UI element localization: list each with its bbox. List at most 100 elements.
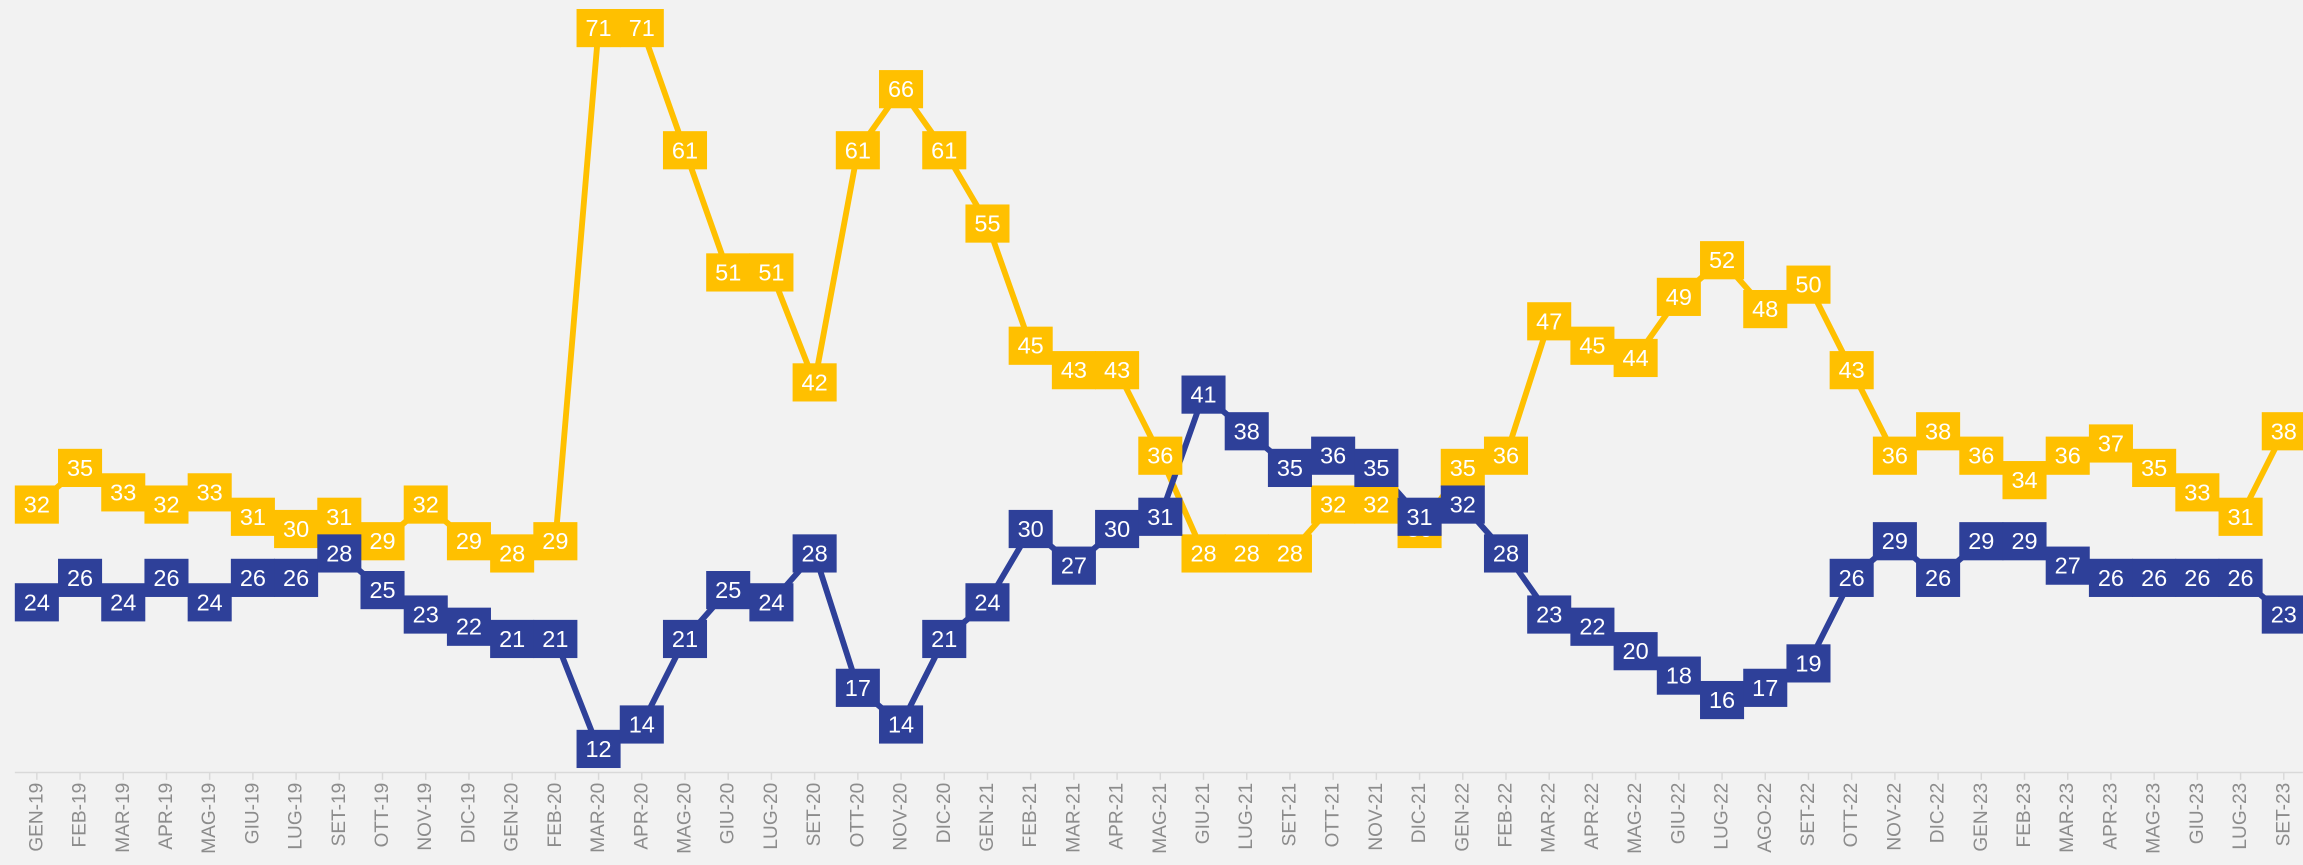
x-tick-label: DIC-22 bbox=[1928, 783, 1949, 843]
point-marker bbox=[1051, 546, 1096, 585]
x-tick-label: SET-23 bbox=[2273, 783, 2294, 847]
data-label: 28 bbox=[1190, 540, 1216, 566]
data-label: 35 bbox=[1363, 455, 1389, 481]
x-tick-label: LUG-23 bbox=[2230, 783, 2251, 850]
point-marker bbox=[662, 131, 708, 170]
data-label: 24 bbox=[974, 589, 1000, 615]
point-marker bbox=[2261, 595, 2303, 634]
point-marker bbox=[144, 485, 189, 524]
x-tick-label: NOV-22 bbox=[1884, 783, 1905, 851]
data-label: 33 bbox=[110, 479, 136, 505]
point-marker bbox=[2088, 558, 2133, 597]
point-marker bbox=[490, 534, 535, 573]
data-label: 12 bbox=[586, 736, 612, 762]
data-label: 24 bbox=[110, 589, 136, 615]
data-label: 31 bbox=[2228, 504, 2254, 530]
data-label: 61 bbox=[672, 137, 698, 163]
point-marker bbox=[879, 70, 924, 109]
point-marker bbox=[1786, 265, 1831, 304]
point-marker bbox=[446, 522, 491, 561]
point-marker bbox=[2175, 473, 2220, 512]
data-label: 28 bbox=[1277, 540, 1303, 566]
point-marker bbox=[965, 204, 1010, 243]
data-label: 26 bbox=[67, 565, 93, 591]
data-label: 14 bbox=[888, 711, 914, 737]
data-label: 23 bbox=[1536, 602, 1562, 628]
x-tick-label: LUG-22 bbox=[1712, 783, 1733, 850]
point-marker bbox=[1483, 436, 1529, 475]
data-label: 24 bbox=[758, 589, 784, 615]
point-marker bbox=[1440, 448, 1485, 488]
point-marker bbox=[58, 448, 103, 488]
point-marker bbox=[1656, 656, 1701, 695]
point-marker bbox=[576, 8, 621, 48]
point-marker bbox=[1008, 509, 1053, 549]
point-marker bbox=[58, 558, 103, 597]
data-label: 36 bbox=[2055, 443, 2081, 469]
point-marker bbox=[1224, 534, 1269, 573]
point-marker bbox=[1311, 485, 1356, 524]
data-label: 26 bbox=[1925, 565, 1951, 591]
x-tick-label: GEN-21 bbox=[977, 783, 998, 852]
x-tick-label: NOV-19 bbox=[415, 783, 436, 851]
x-tick-label: NOV-21 bbox=[1366, 783, 1387, 851]
point-marker bbox=[1613, 338, 1658, 378]
point-marker bbox=[2045, 546, 2090, 585]
x-tick-label: MAG-19 bbox=[199, 783, 220, 854]
point-marker bbox=[619, 8, 664, 48]
data-label: 32 bbox=[1320, 492, 1346, 518]
x-tick-label: DIC-19 bbox=[458, 783, 479, 843]
data-label: 51 bbox=[758, 259, 784, 285]
point-marker bbox=[360, 522, 405, 561]
point-marker bbox=[835, 131, 880, 170]
point-marker bbox=[1138, 497, 1183, 536]
x-tick-label: OTT-19 bbox=[372, 783, 393, 848]
point-marker bbox=[2218, 497, 2263, 536]
point-marker bbox=[230, 497, 275, 536]
point-marker bbox=[1267, 534, 1312, 573]
x-tick-label: NOV-20 bbox=[891, 783, 912, 851]
data-label: 26 bbox=[1839, 565, 1865, 591]
data-label: 43 bbox=[1104, 357, 1130, 383]
data-label: 32 bbox=[413, 492, 439, 518]
data-label: 29 bbox=[1968, 528, 1994, 554]
point-marker bbox=[1786, 644, 1831, 683]
point-marker bbox=[317, 534, 362, 573]
data-label: 29 bbox=[456, 528, 482, 554]
data-label: 28 bbox=[1234, 540, 1260, 566]
x-tick-label: LUG-19 bbox=[286, 783, 307, 850]
point-marker bbox=[403, 595, 448, 634]
x-tick-label: FEB-22 bbox=[1495, 783, 1516, 848]
data-label: 34 bbox=[2011, 467, 2037, 493]
point-marker bbox=[1743, 668, 1788, 707]
point-marker bbox=[1051, 351, 1096, 390]
point-marker bbox=[1656, 277, 1701, 316]
data-label: 55 bbox=[974, 211, 1000, 237]
point-marker bbox=[144, 558, 189, 597]
data-label: 36 bbox=[1493, 443, 1519, 469]
x-tick-label: FEB-20 bbox=[545, 783, 566, 848]
data-label: 26 bbox=[283, 565, 309, 591]
point-marker bbox=[749, 583, 794, 622]
data-label: 43 bbox=[1061, 357, 1087, 383]
x-tick-label: GIU-20 bbox=[718, 783, 739, 845]
x-tick-label: MAR-20 bbox=[588, 783, 609, 853]
point-marker bbox=[1354, 448, 1399, 488]
data-label: 22 bbox=[1579, 614, 1605, 640]
x-tick-label: FEB-23 bbox=[2014, 783, 2035, 848]
data-label: 61 bbox=[845, 137, 871, 163]
point-marker bbox=[1700, 680, 1745, 720]
point-marker bbox=[2132, 448, 2177, 488]
point-marker bbox=[14, 485, 59, 524]
point-marker bbox=[749, 253, 794, 292]
point-marker bbox=[2261, 412, 2303, 451]
x-tick-label: GIU-22 bbox=[1668, 783, 1689, 845]
data-label: 36 bbox=[1968, 443, 1994, 469]
data-label: 17 bbox=[1752, 675, 1778, 701]
x-tick-label: GIU-21 bbox=[1193, 783, 1214, 845]
point-marker bbox=[2132, 558, 2177, 597]
data-label: 14 bbox=[629, 711, 655, 737]
point-marker bbox=[1959, 436, 2004, 475]
data-label: 35 bbox=[1277, 455, 1303, 481]
